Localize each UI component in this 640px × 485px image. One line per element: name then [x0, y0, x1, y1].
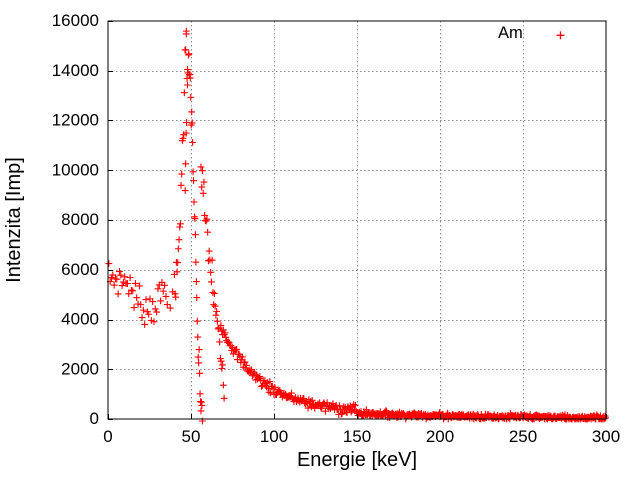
- svg-text:50: 50: [182, 427, 201, 446]
- svg-text:8000: 8000: [61, 210, 99, 229]
- svg-text:100: 100: [260, 427, 288, 446]
- svg-text:2000: 2000: [61, 359, 99, 378]
- svg-text:4000: 4000: [61, 310, 99, 329]
- svg-text:10000: 10000: [52, 160, 99, 179]
- svg-text:200: 200: [426, 427, 454, 446]
- svg-text:300: 300: [592, 427, 620, 446]
- svg-text:150: 150: [343, 427, 371, 446]
- svg-text:Am: Am: [498, 24, 523, 42]
- svg-text:14000: 14000: [52, 61, 99, 80]
- svg-text:Energie [keV]: Energie [keV]: [297, 449, 417, 471]
- svg-text:250: 250: [509, 427, 537, 446]
- svg-text:12000: 12000: [52, 111, 99, 130]
- svg-text:0: 0: [103, 427, 112, 446]
- svg-text:0: 0: [90, 409, 99, 428]
- svg-text:Intenzita [Imp]: Intenzita [Imp]: [3, 157, 25, 283]
- svg-text:6000: 6000: [61, 260, 99, 279]
- svg-text:16000: 16000: [52, 11, 99, 30]
